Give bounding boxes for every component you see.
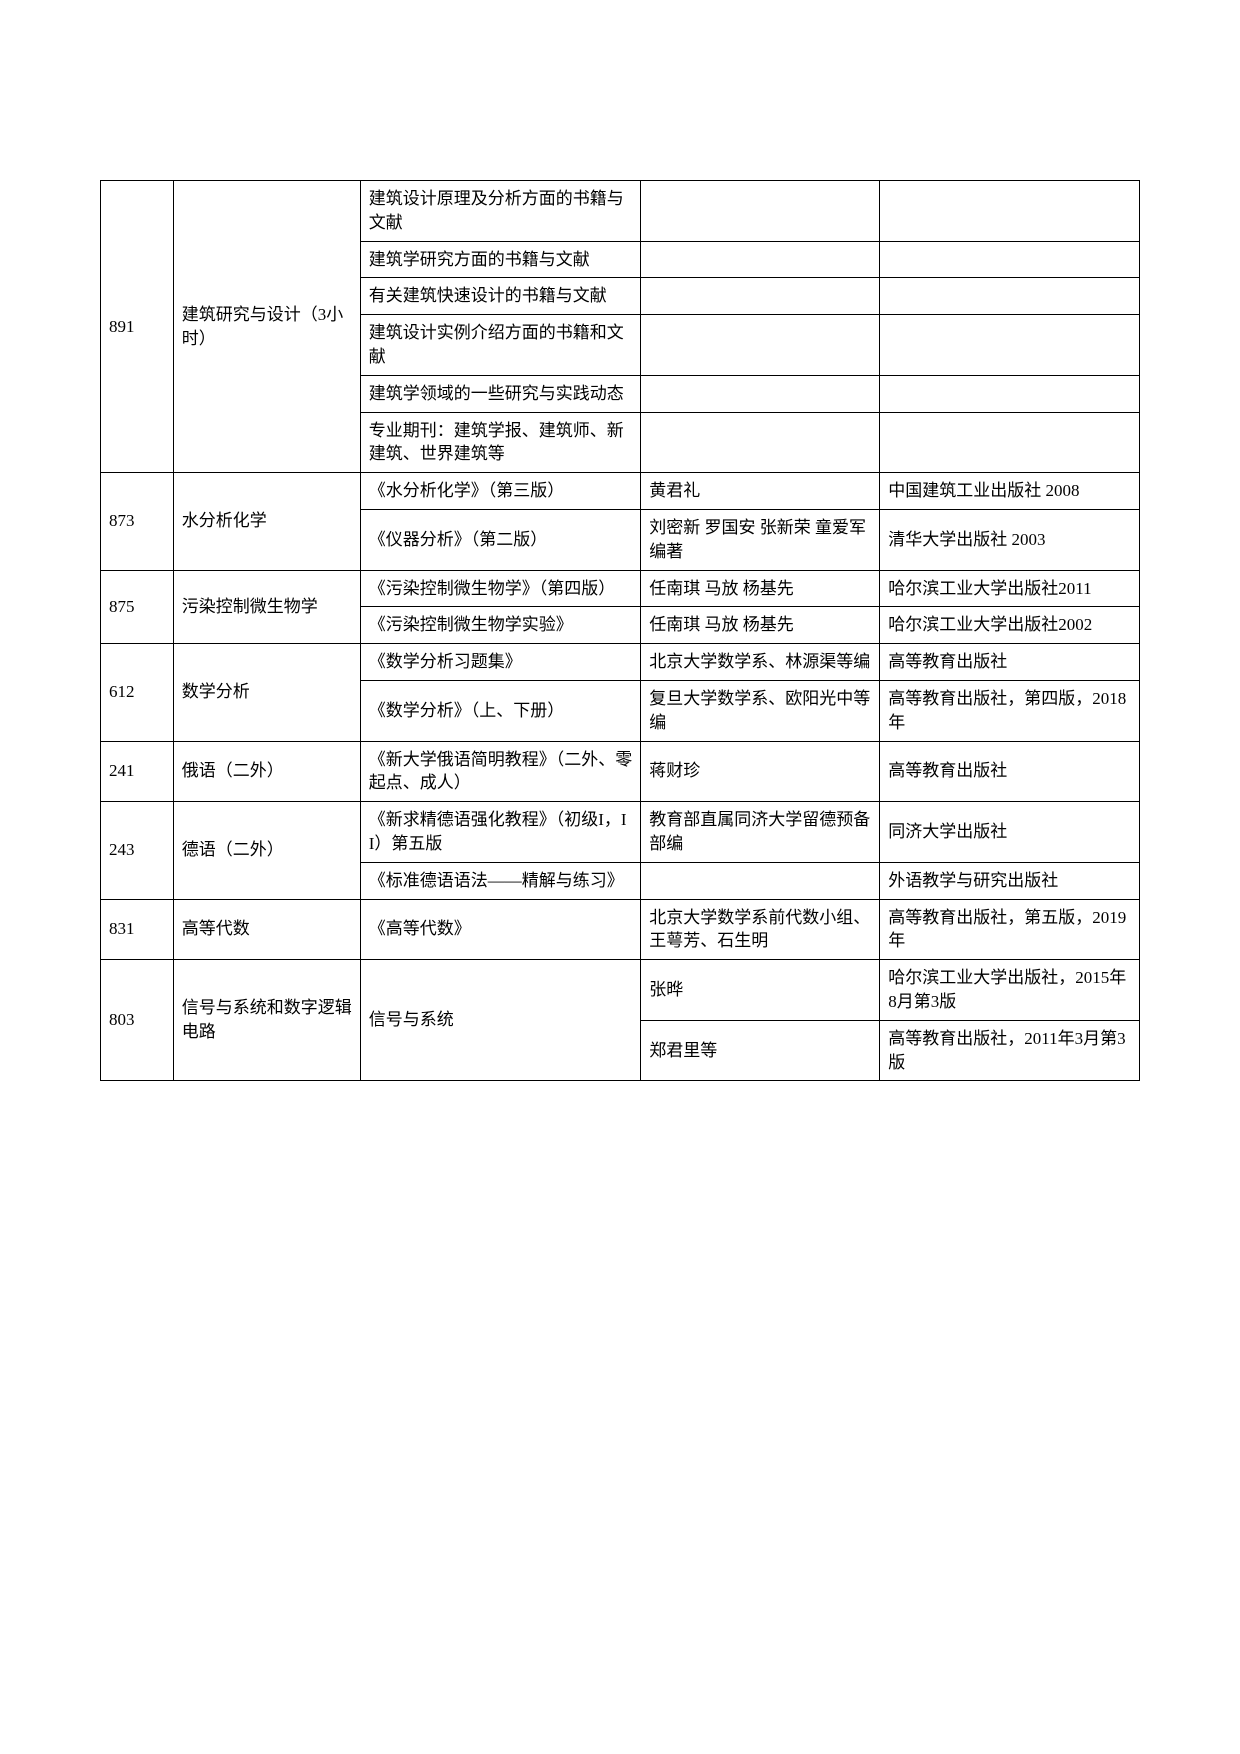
table-row: 612数学分析《数学分析习题集》北京大学数学系、林源渠等编高等教育出版社 xyxy=(101,644,1140,681)
book-title-cell: 《水分析化学》（第三版） xyxy=(360,473,641,510)
book-title-cell: 建筑设计原理及分析方面的书籍与文献 xyxy=(360,181,641,242)
course-code-cell: 612 xyxy=(101,644,174,741)
book-title-cell: 有关建筑快速设计的书籍与文献 xyxy=(360,278,641,315)
publisher-cell xyxy=(880,181,1140,242)
table-row: 241俄语（二外）《新大学俄语简明教程》（二外、零起点、成人）蒋财珍高等教育出版… xyxy=(101,741,1140,802)
publisher-cell xyxy=(880,375,1140,412)
book-title-cell: 《高等代数》 xyxy=(360,899,641,960)
course-name-cell: 信号与系统和数字逻辑电路 xyxy=(173,960,360,1081)
course-code-cell: 891 xyxy=(101,181,174,473)
book-title-cell: 信号与系统 xyxy=(360,960,641,1081)
course-code-cell: 803 xyxy=(101,960,174,1081)
publisher-cell: 外语教学与研究出版社 xyxy=(880,862,1140,899)
table-row: 831高等代数《高等代数》北京大学数学系前代数小组、王萼芳、石生明高等教育出版社… xyxy=(101,899,1140,960)
publisher-cell: 高等教育出版社，2011年3月第3版 xyxy=(880,1020,1140,1081)
table-body: 891建筑研究与设计（3小时）建筑设计原理及分析方面的书籍与文献建筑学研究方面的… xyxy=(101,181,1140,1081)
course-name-cell: 俄语（二外） xyxy=(173,741,360,802)
course-code-cell: 831 xyxy=(101,899,174,960)
author-cell xyxy=(641,862,880,899)
table-row: 243德语（二外）《新求精德语强化教程》（初级I，II）第五版教育部直属同济大学… xyxy=(101,802,1140,863)
course-name-cell: 污染控制微生物学 xyxy=(173,570,360,644)
reference-table: 891建筑研究与设计（3小时）建筑设计原理及分析方面的书籍与文献建筑学研究方面的… xyxy=(100,180,1140,1081)
page: 891建筑研究与设计（3小时）建筑设计原理及分析方面的书籍与文献建筑学研究方面的… xyxy=(0,0,1240,1181)
author-cell: 刘密新 罗国安 张新荣 童爱军编著 xyxy=(641,509,880,570)
book-title-cell: 《数学分析》（上、下册） xyxy=(360,680,641,741)
course-code-cell: 873 xyxy=(101,473,174,570)
author-cell: 教育部直属同济大学留德预备部编 xyxy=(641,802,880,863)
author-cell xyxy=(641,241,880,278)
author-cell: 任南琪 马放 杨基先 xyxy=(641,607,880,644)
publisher-cell xyxy=(880,241,1140,278)
course-name-cell: 水分析化学 xyxy=(173,473,360,570)
author-cell xyxy=(641,412,880,473)
author-cell: 北京大学数学系、林源渠等编 xyxy=(641,644,880,681)
author-cell: 张晔 xyxy=(641,960,880,1021)
course-name-cell: 数学分析 xyxy=(173,644,360,741)
publisher-cell: 高等教育出版社 xyxy=(880,644,1140,681)
course-name-cell: 德语（二外） xyxy=(173,802,360,899)
author-cell xyxy=(641,181,880,242)
book-title-cell: 《新大学俄语简明教程》（二外、零起点、成人） xyxy=(360,741,641,802)
book-title-cell: 建筑学领域的一些研究与实践动态 xyxy=(360,375,641,412)
book-title-cell: 《仪器分析》（第二版） xyxy=(360,509,641,570)
book-title-cell: 专业期刊：建筑学报、建筑师、新建筑、世界建筑等 xyxy=(360,412,641,473)
author-cell: 任南琪 马放 杨基先 xyxy=(641,570,880,607)
author-cell: 黄君礼 xyxy=(641,473,880,510)
publisher-cell: 哈尔滨工业大学出版社2011 xyxy=(880,570,1140,607)
course-code-cell: 241 xyxy=(101,741,174,802)
book-title-cell: 《新求精德语强化教程》（初级I，II）第五版 xyxy=(360,802,641,863)
publisher-cell: 清华大学出版社 2003 xyxy=(880,509,1140,570)
publisher-cell: 高等教育出版社 xyxy=(880,741,1140,802)
author-cell xyxy=(641,375,880,412)
author-cell: 郑君里等 xyxy=(641,1020,880,1081)
table-row: 891建筑研究与设计（3小时）建筑设计原理及分析方面的书籍与文献 xyxy=(101,181,1140,242)
publisher-cell: 高等教育出版社，第五版，2019年 xyxy=(880,899,1140,960)
author-cell: 复旦大学数学系、欧阳光中等编 xyxy=(641,680,880,741)
publisher-cell: 同济大学出版社 xyxy=(880,802,1140,863)
book-title-cell: 《标准德语语法——精解与练习》 xyxy=(360,862,641,899)
publisher-cell: 高等教育出版社，第四版，2018年 xyxy=(880,680,1140,741)
table-row: 803信号与系统和数字逻辑电路信号与系统张晔哈尔滨工业大学出版社，2015年8月… xyxy=(101,960,1140,1021)
course-name-cell: 高等代数 xyxy=(173,899,360,960)
book-title-cell: 建筑设计实例介绍方面的书籍和文献 xyxy=(360,315,641,376)
course-code-cell: 243 xyxy=(101,802,174,899)
author-cell: 蒋财珍 xyxy=(641,741,880,802)
course-code-cell: 875 xyxy=(101,570,174,644)
table-row: 875污染控制微生物学《污染控制微生物学》（第四版）任南琪 马放 杨基先哈尔滨工… xyxy=(101,570,1140,607)
course-name-cell: 建筑研究与设计（3小时） xyxy=(173,181,360,473)
author-cell: 北京大学数学系前代数小组、王萼芳、石生明 xyxy=(641,899,880,960)
table-row: 873水分析化学《水分析化学》（第三版）黄君礼中国建筑工业出版社 2008 xyxy=(101,473,1140,510)
publisher-cell xyxy=(880,278,1140,315)
publisher-cell: 哈尔滨工业大学出版社，2015年8月第3版 xyxy=(880,960,1140,1021)
author-cell xyxy=(641,315,880,376)
book-title-cell: 《数学分析习题集》 xyxy=(360,644,641,681)
book-title-cell: 《污染控制微生物学》（第四版） xyxy=(360,570,641,607)
author-cell xyxy=(641,278,880,315)
book-title-cell: 建筑学研究方面的书籍与文献 xyxy=(360,241,641,278)
publisher-cell: 哈尔滨工业大学出版社2002 xyxy=(880,607,1140,644)
publisher-cell: 中国建筑工业出版社 2008 xyxy=(880,473,1140,510)
book-title-cell: 《污染控制微生物学实验》 xyxy=(360,607,641,644)
publisher-cell xyxy=(880,315,1140,376)
publisher-cell xyxy=(880,412,1140,473)
